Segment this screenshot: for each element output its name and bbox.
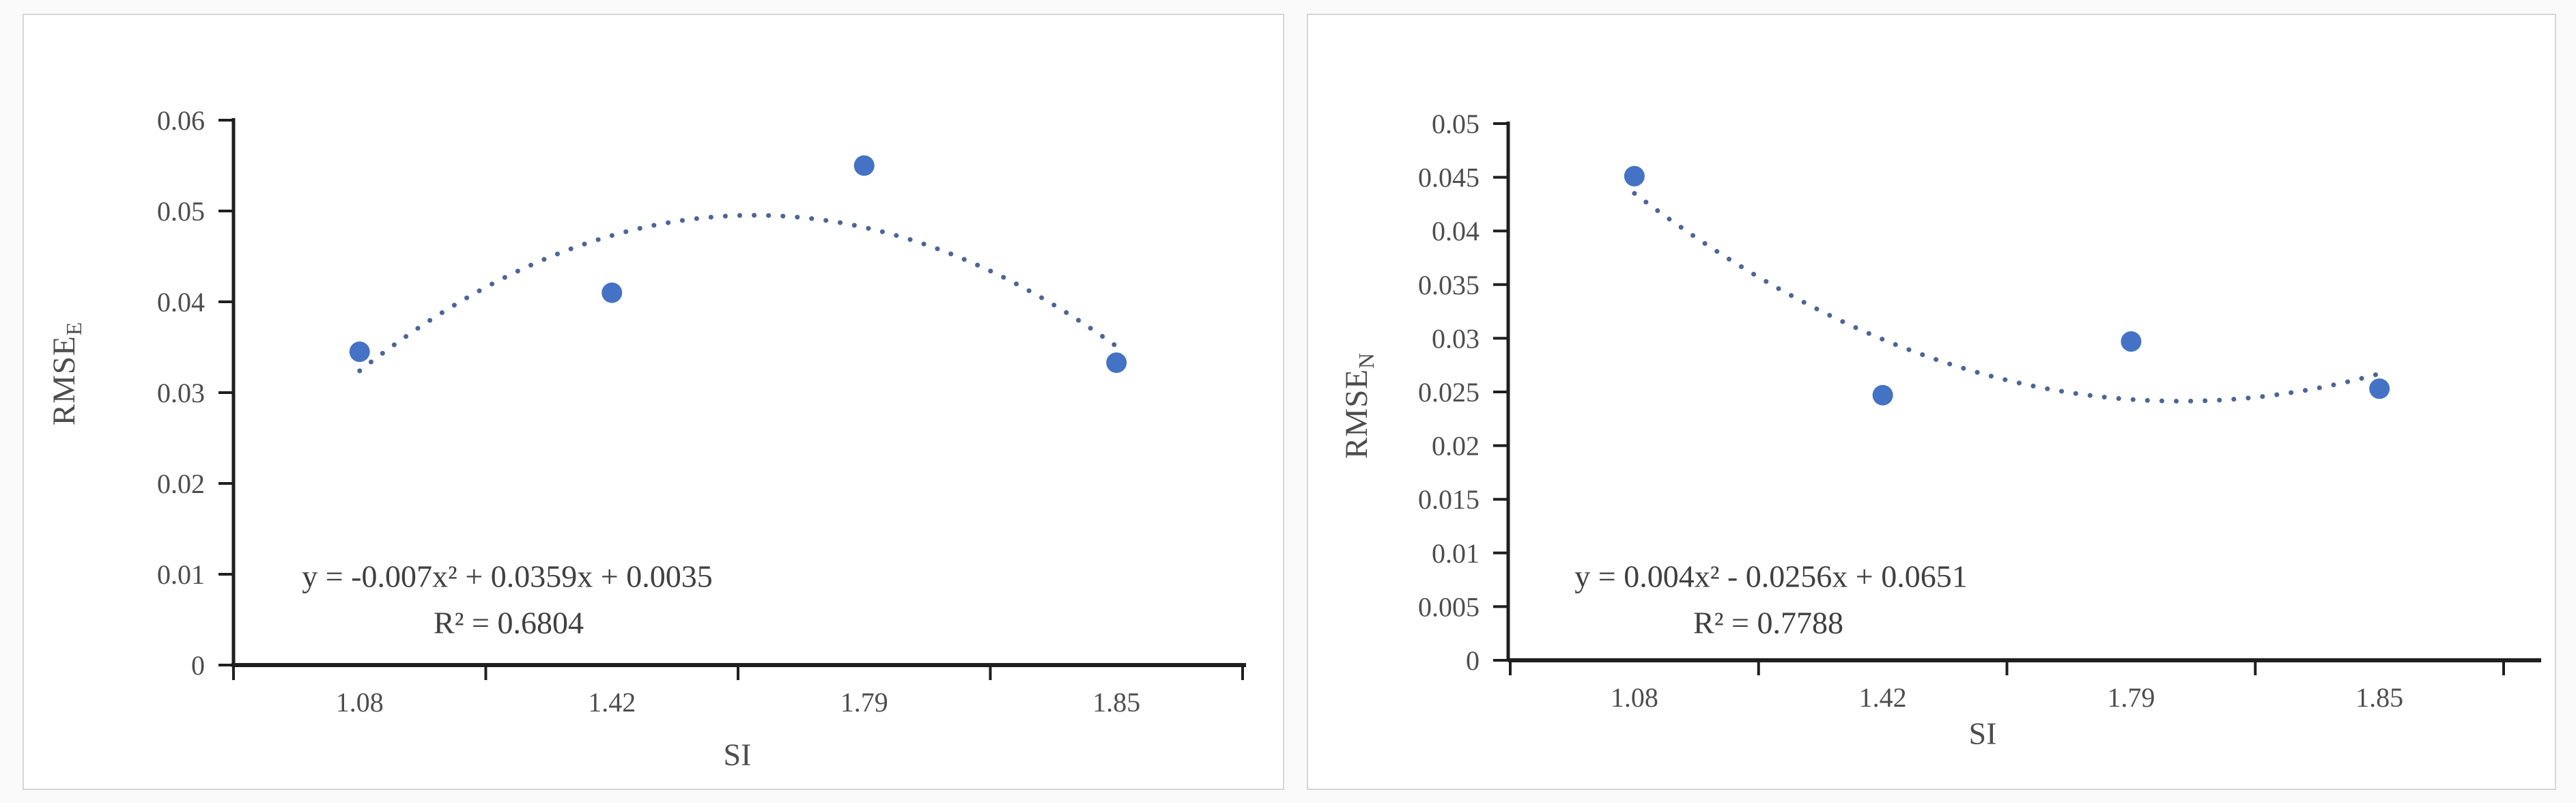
data-point (2121, 331, 2142, 352)
x-axis-title: SI (723, 737, 752, 772)
y-axis-title: RMSEN (1338, 352, 1379, 459)
y-tick-label: 0.02 (157, 468, 205, 499)
data-point (1624, 166, 1645, 187)
y-tick-label: 0.05 (1432, 109, 1480, 139)
y-tick-label: 0.03 (157, 378, 205, 408)
data-point (601, 282, 623, 303)
x-tick-label: 1.08 (336, 687, 384, 718)
scatter-plot-rmse-e: 0 0.01 0.02 0.03 0.04 0.05 0.06 1.08 1.42 1.79 1.8… (157, 105, 1246, 718)
trendline-dotted (1632, 191, 2382, 404)
x-tick-label: 1.42 (588, 687, 636, 718)
r-squared-label: R² = 0.6804 (434, 605, 584, 640)
y-axis-title-subscript: E (62, 321, 87, 336)
x-axis-ticks: 1.08 1.42 1.79 1.85 (1509, 660, 2505, 713)
scatter-plot-rmse-n: 0 0.005 0.01 0.015 0.02 0.025 0.03 0.035 0.04 0.0… (1418, 109, 2541, 713)
y-axis-ticks: 0 0.01 0.02 0.03 0.04 0.05 0.06 (157, 105, 233, 681)
trendline-equation: y = -0.007x² + 0.0359x + 0.0035 (302, 559, 713, 594)
chart-panel-rmse-n: 0 0.005 0.01 0.015 0.02 0.025 0.03 0.035 0.04 0.0… (1307, 14, 2556, 790)
y-tick-label: 0.04 (157, 287, 205, 318)
y-tick-label: 0.04 (1432, 216, 1480, 246)
data-point (349, 341, 370, 363)
y-tick-label: 0.03 (1432, 323, 1480, 354)
y-tick-label: 0.05 (157, 196, 205, 227)
y-tick-label: 0.01 (157, 559, 205, 590)
r-squared-label: R² = 0.7788 (1693, 605, 1843, 640)
plot-area: 0 0.01 0.02 0.03 0.04 0.05 0.06 1.08 1.42 1.79 1.8… (157, 105, 1246, 718)
chart-panel-rmse-e: 0 0.01 0.02 0.03 0.04 0.05 0.06 1.08 1.42 1.79 1.8… (23, 14, 1284, 790)
y-tick-label: 0 (1466, 645, 1480, 676)
data-point (853, 155, 875, 176)
y-tick-label: 0.025 (1418, 377, 1480, 408)
y-axis-title-base: RMSE (1338, 369, 1374, 460)
y-tick-label: 0.035 (1418, 270, 1480, 300)
y-axis-title-base: RMSE (46, 335, 82, 426)
data-points (349, 155, 1127, 374)
x-tick-label: 1.85 (1092, 687, 1140, 718)
data-points (1624, 166, 2390, 406)
y-tick-label: 0.005 (1418, 591, 1480, 622)
x-axis-ticks: 1.08 1.42 1.79 1.85 (232, 665, 1244, 718)
x-tick-label: 1.08 (1611, 682, 1658, 713)
y-tick-label: 0.02 (1432, 431, 1480, 462)
y-tick-label: 0.06 (157, 105, 205, 136)
x-tick-label: 1.85 (2355, 682, 2403, 713)
plot-area: 0 0.005 0.01 0.015 0.02 0.025 0.03 0.035 0.04 0.0… (1418, 109, 2541, 713)
y-axis-title-subscript: N (1355, 352, 1379, 369)
x-tick-label: 1.79 (840, 687, 888, 718)
data-point (1872, 384, 1893, 406)
y-tick-label: 0.01 (1432, 538, 1480, 569)
x-axis-title: SI (1968, 716, 1997, 751)
x-tick-label: 1.79 (2107, 682, 2155, 713)
y-tick-label: 0.015 (1418, 484, 1480, 515)
data-point (1106, 352, 1127, 374)
y-tick-label: 0.045 (1418, 163, 1480, 193)
trendline-dotted (357, 212, 1119, 374)
y-axis-title: RMSEE (46, 322, 87, 426)
x-tick-label: 1.42 (1859, 682, 1907, 713)
y-tick-label: 0 (191, 650, 205, 681)
y-axis-ticks: 0 0.005 0.01 0.015 0.02 0.025 0.03 0.035 0.04 0.0… (1418, 109, 1508, 676)
trendline-equation: y = 0.004x² - 0.0256x + 0.0651 (1574, 559, 1968, 594)
data-point (2369, 378, 2390, 399)
